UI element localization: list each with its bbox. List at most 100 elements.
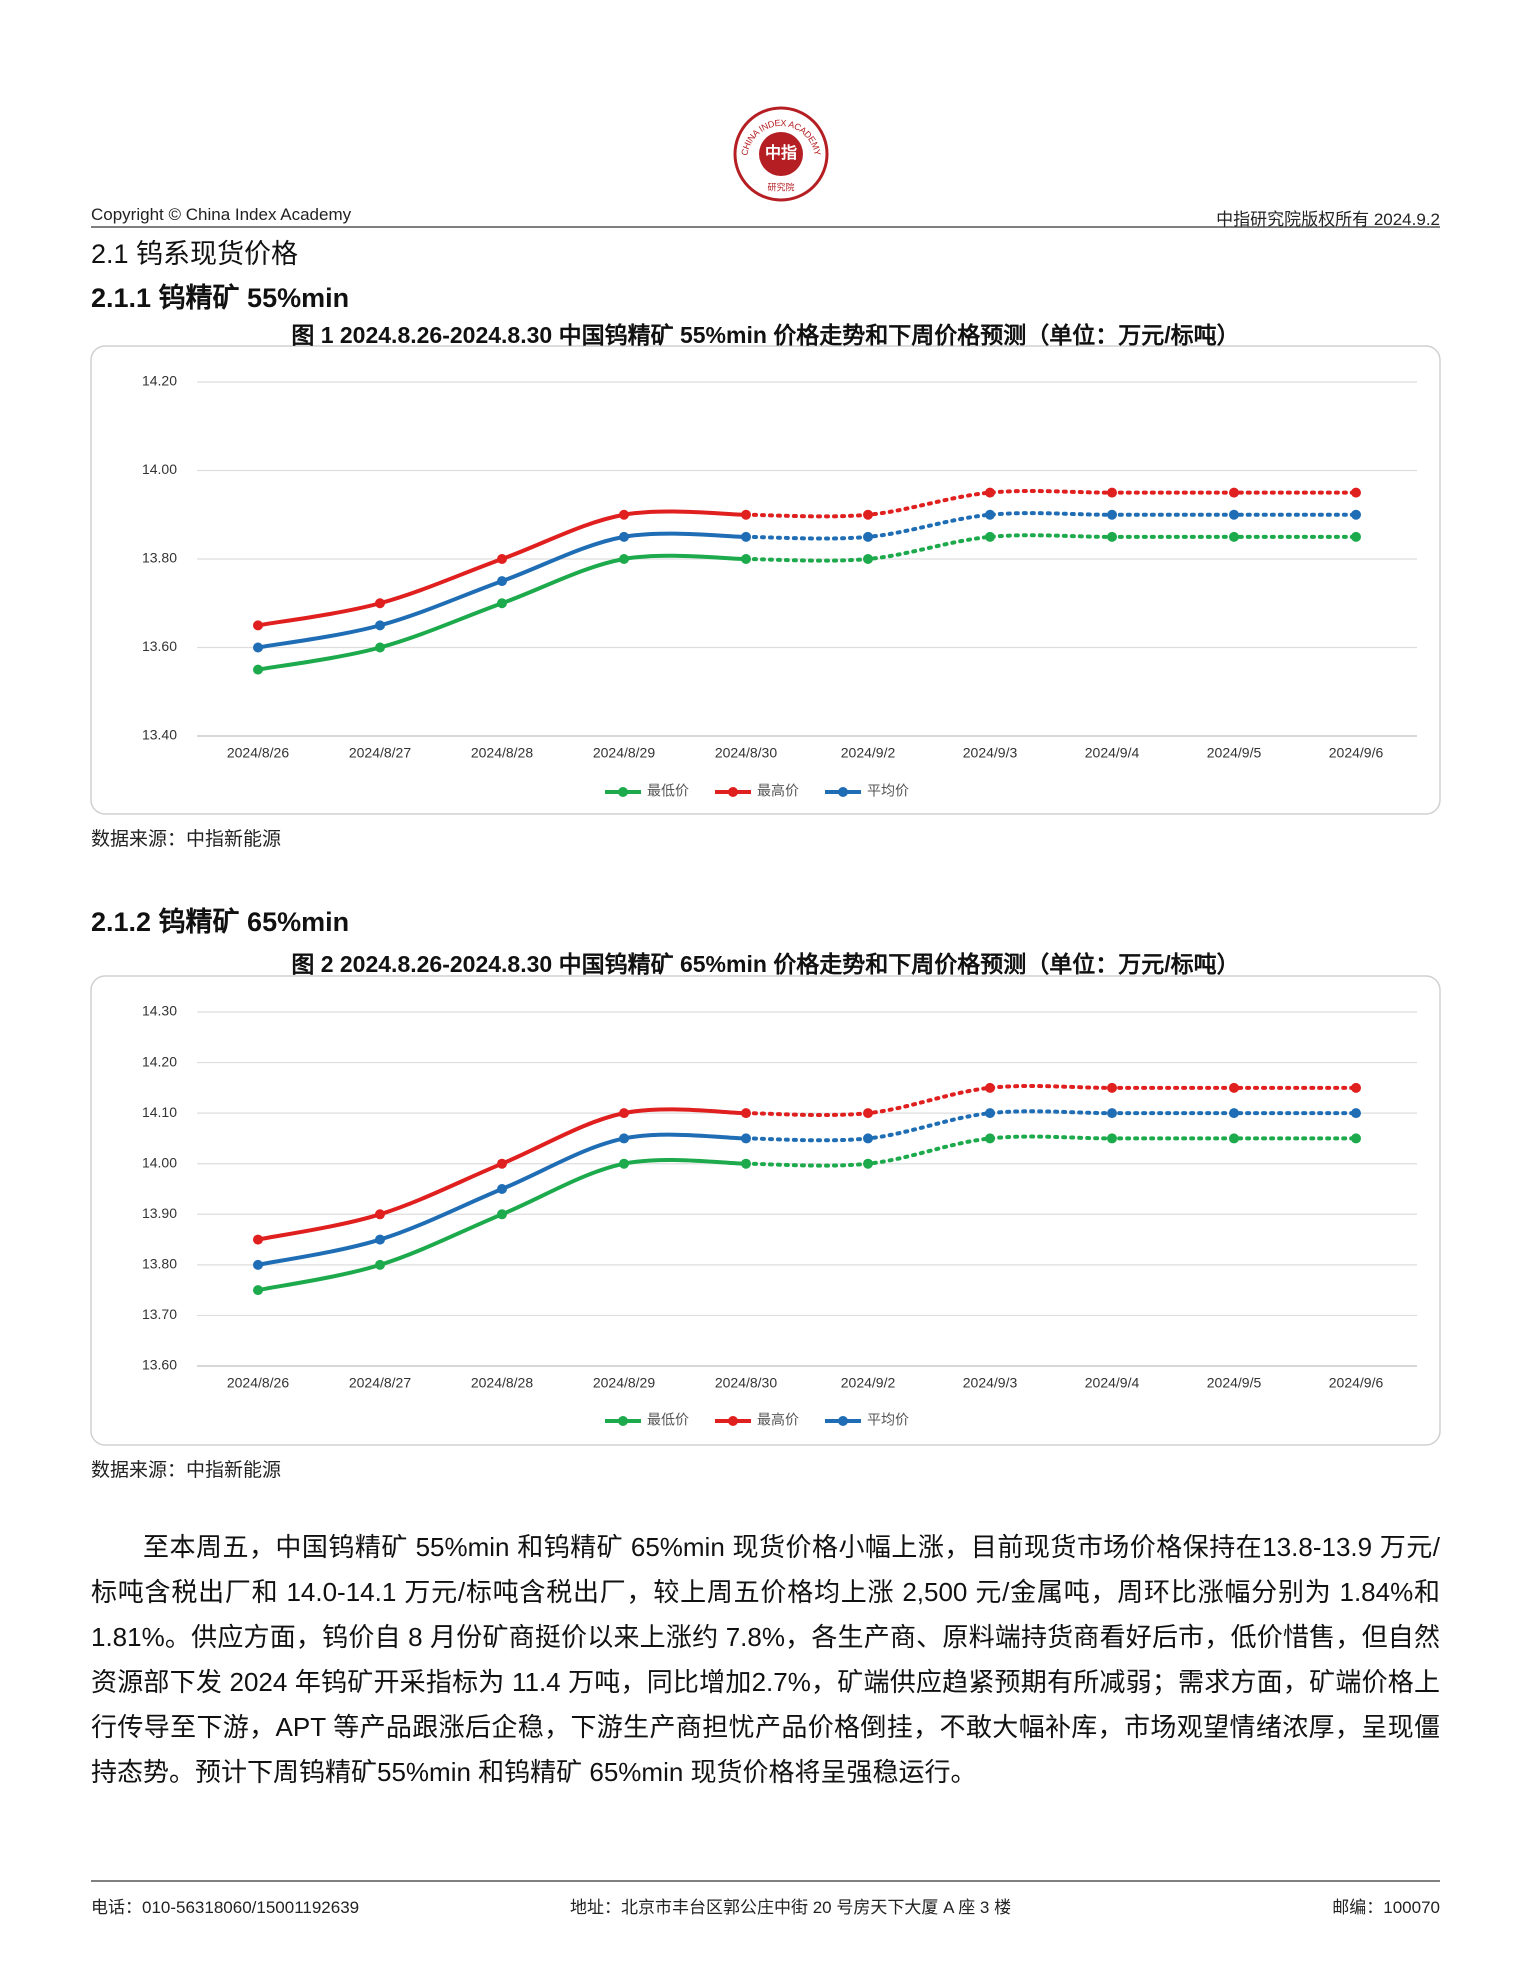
point <box>619 1158 629 1169</box>
header-right: 中指研究院版权所有 2024.9.2 <box>1216 210 1440 229</box>
subsection-title: 2.1.2 钨精矿 65%min <box>91 907 350 937</box>
point <box>741 531 751 542</box>
x-tick-label: 2024/9/5 <box>1207 745 1262 761</box>
legend-marker <box>838 787 848 797</box>
point <box>1107 1108 1117 1119</box>
chart: 13.60 13.70 13.80 13.90 14.00 14.10 14.20 14.30… <box>90 975 1441 1446</box>
legend-label: 平均价 <box>867 783 909 799</box>
x-tick-label: 2024/9/3 <box>963 1375 1018 1391</box>
point <box>497 598 507 609</box>
body-paragraph: 至本周五，中国钨精矿 55%min 和钨精矿 65%min 现货价格小幅上涨，目… <box>91 1532 1440 1787</box>
point <box>497 1158 507 1169</box>
point <box>1107 531 1117 542</box>
chart-title: 图 2 2024.8.26-2024.8.30 中国钨精矿 65%min 价格走… <box>291 951 1240 977</box>
y-tick-label: 13.90 <box>142 1205 177 1221</box>
x-tick-label: 2024/9/3 <box>963 745 1018 761</box>
point <box>253 620 263 631</box>
forecast-line <box>744 511 1358 541</box>
point <box>375 1234 385 1245</box>
x-tick-label: 2024/8/28 <box>471 745 533 761</box>
x-tick-label: 2024/9/6 <box>1329 745 1384 761</box>
x-tick-label: 2024/9/4 <box>1085 745 1140 761</box>
footer-phone: 电话：010-56318060/15001192639 <box>91 1898 360 1917</box>
point <box>497 576 507 587</box>
point <box>741 509 751 520</box>
y-tick-label: 13.80 <box>142 1256 177 1272</box>
legend-marker <box>728 1416 738 1426</box>
point <box>1229 1133 1239 1144</box>
x-tick-label: 2024/8/30 <box>715 745 777 761</box>
source-note: 数据来源：中指新能源 <box>91 1460 282 1481</box>
forecast-line <box>744 1083 1358 1118</box>
point <box>375 642 385 653</box>
point <box>863 509 873 520</box>
x-tick-label: 2024/8/29 <box>593 1375 655 1391</box>
point <box>253 1285 263 1296</box>
point <box>1229 531 1239 542</box>
point <box>375 598 385 609</box>
x-tick-label: 2024/9/5 <box>1207 1375 1262 1391</box>
point <box>253 1234 263 1245</box>
point <box>375 1259 385 1270</box>
point <box>985 487 995 498</box>
y-tick-label: 14.20 <box>142 373 177 389</box>
chart-frame <box>90 345 1441 815</box>
point <box>741 1108 751 1119</box>
point <box>1107 509 1117 520</box>
point <box>863 1158 873 1169</box>
logo: CHINA INDEX ACADEMY 中指 研究院 <box>733 106 829 202</box>
legend-label: 最高价 <box>757 783 799 799</box>
point <box>1351 531 1361 542</box>
forecast-line <box>744 488 1358 519</box>
point <box>1229 1082 1239 1093</box>
y-tick-label: 14.00 <box>142 1154 177 1170</box>
section-title: 2.1 钨系现货价格 <box>91 239 299 269</box>
y-tick-label: 14.00 <box>142 461 177 477</box>
point <box>985 1133 995 1144</box>
forecast-line <box>744 1109 1358 1143</box>
forecast-line <box>744 533 1358 563</box>
point <box>985 1082 995 1093</box>
point <box>619 531 629 542</box>
chart-frame <box>90 975 1441 1446</box>
source-note: 数据来源：中指新能源 <box>91 829 282 850</box>
y-tick-label: 14.20 <box>142 1053 177 1069</box>
point <box>985 1108 995 1119</box>
point <box>619 1108 629 1119</box>
point <box>619 1133 629 1144</box>
x-tick-label: 2024/8/27 <box>349 745 411 761</box>
point <box>375 1209 385 1220</box>
point <box>1229 509 1239 520</box>
y-tick-label: 13.80 <box>142 550 177 566</box>
y-tick-label: 13.40 <box>142 727 177 743</box>
point <box>1107 1133 1117 1144</box>
y-tick-label: 14.30 <box>142 1003 177 1019</box>
point <box>253 1259 263 1270</box>
point <box>741 1133 751 1144</box>
y-tick-label: 14.10 <box>142 1104 177 1120</box>
point <box>497 1209 507 1220</box>
legend-label: 最低价 <box>647 783 689 799</box>
point <box>253 664 263 675</box>
x-tick-label: 2024/8/26 <box>227 745 289 761</box>
legend-marker <box>618 1416 628 1426</box>
point <box>741 554 751 564</box>
point <box>497 554 507 564</box>
x-tick-label: 2024/8/30 <box>715 1375 777 1391</box>
chart: 13.40 13.60 13.80 14.00 14.20 2024/8/26 2024/8… <box>90 345 1441 815</box>
point <box>253 642 263 653</box>
x-tick-label: 2024/8/29 <box>593 745 655 761</box>
point <box>1351 1133 1361 1144</box>
legend-label: 最高价 <box>757 1412 799 1428</box>
subsection-title: 2.1.1 钨精矿 55%min <box>91 283 350 313</box>
point <box>375 620 385 631</box>
point <box>1351 1108 1361 1119</box>
logo-bottom: 研究院 <box>767 181 794 192</box>
point <box>863 1133 873 1144</box>
point <box>1351 1082 1361 1093</box>
point <box>985 509 995 520</box>
x-tick-label: 2024/9/6 <box>1329 1375 1384 1391</box>
header-left: Copyright © China Index Academy <box>91 205 352 224</box>
